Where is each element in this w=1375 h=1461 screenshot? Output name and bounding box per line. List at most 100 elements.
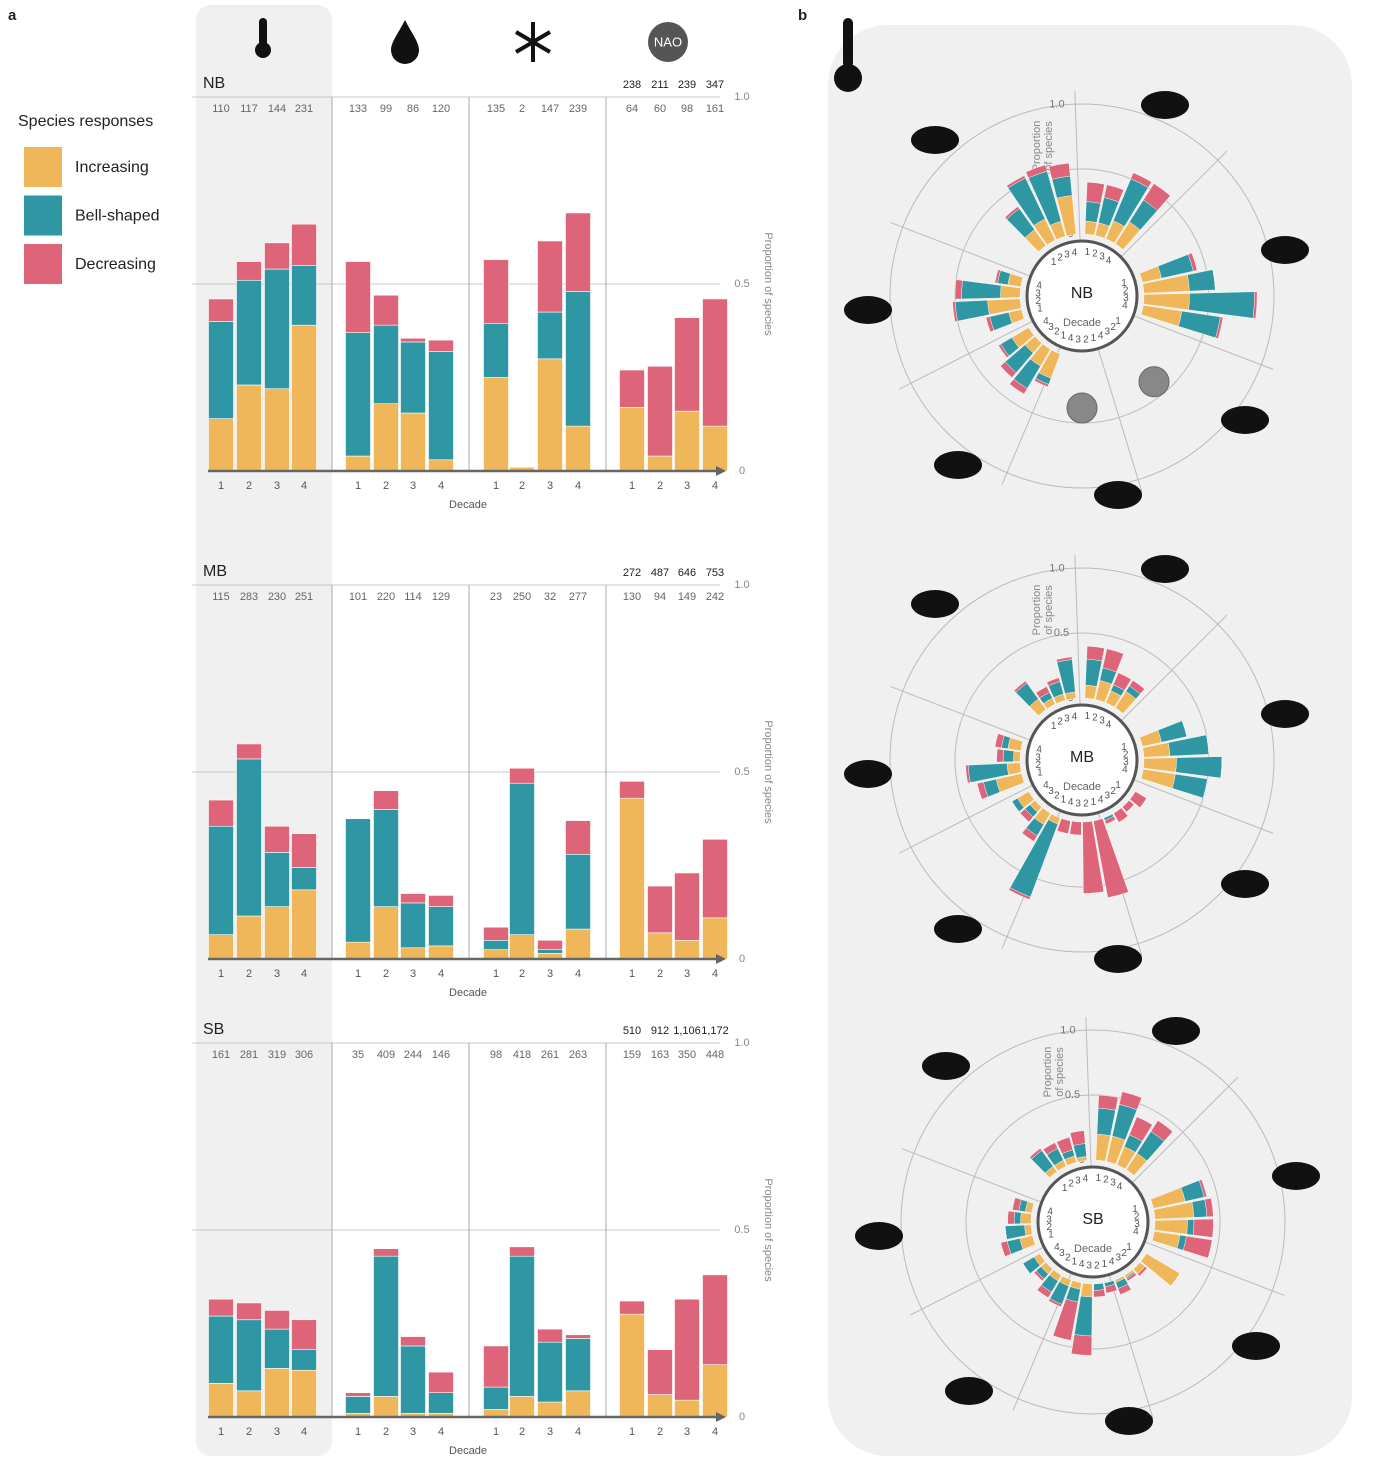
y-tick-label: 0 <box>739 1411 745 1423</box>
bar-segment <box>483 949 509 960</box>
count-label: 220 <box>377 591 395 603</box>
grid-circle <box>900 1029 1286 1415</box>
polar-bar-segment <box>1007 1210 1015 1225</box>
polar-x-label: Decade <box>1063 781 1101 793</box>
legend-label: Decreasing <box>75 256 156 273</box>
bar-segment <box>619 369 645 408</box>
bar-segment <box>509 767 535 784</box>
polar-bar-segment <box>998 343 1010 358</box>
decade-label: 4 <box>1122 301 1128 312</box>
polar-bar-segment <box>1036 1284 1052 1299</box>
x-tick-label: 3 <box>274 480 280 492</box>
taxon-icon <box>911 126 959 154</box>
bar-segment <box>373 790 399 810</box>
decade-label: 4 <box>1106 720 1112 731</box>
polar-bar-segment <box>1011 801 1020 812</box>
count-label: 32 <box>544 591 556 603</box>
polar-bar-segment <box>1002 749 1015 763</box>
total-label: 646 <box>678 567 696 579</box>
polar-bar-segment <box>1097 1094 1119 1111</box>
spoke <box>1132 1076 1239 1183</box>
count-label: 120 <box>432 103 450 115</box>
r-axis-label: Proportion <box>1042 1047 1054 1098</box>
hub <box>1036 1165 1150 1279</box>
x-tick-label: 2 <box>657 1426 663 1438</box>
polar-bar-segment <box>1104 1283 1118 1294</box>
polar-bar-segment <box>1093 818 1129 898</box>
x-tick-label: 3 <box>410 1426 416 1438</box>
bar-segment <box>208 321 234 419</box>
total-label: 1,106 <box>673 1025 701 1037</box>
bar-segment <box>236 758 262 917</box>
polar-bar-segment <box>1069 820 1082 836</box>
decade-label: 3 <box>1123 293 1129 304</box>
polar-bar-segment <box>1192 1218 1214 1238</box>
bar-segment <box>565 1334 591 1339</box>
r-tick-label: 0.5 <box>1054 627 1069 639</box>
x-tick-label: 1 <box>493 480 499 492</box>
bar-segment <box>565 820 591 855</box>
count-label: 129 <box>432 591 450 603</box>
polar-bar-segment <box>1029 1148 1043 1160</box>
x-tick-label: 2 <box>519 968 525 980</box>
polar-bar-segment <box>1019 808 1034 823</box>
x-tick-label: 3 <box>684 968 690 980</box>
x-tick-label: 1 <box>355 1426 361 1438</box>
decade-label: 3 <box>1035 752 1041 763</box>
total-label: 753 <box>706 567 724 579</box>
bar-segment <box>509 1246 535 1257</box>
count-label: 250 <box>513 591 531 603</box>
decade-label: 1 <box>1115 780 1121 791</box>
polar-bar-segment <box>1004 206 1020 220</box>
x-tick-label: 3 <box>410 480 416 492</box>
total-label: 239 <box>678 79 696 91</box>
spoke <box>1097 349 1143 493</box>
r-axis-label: of species <box>1043 585 1055 635</box>
decade-label: 2 <box>1054 791 1060 802</box>
x-tick-label: 3 <box>684 480 690 492</box>
count-label: 144 <box>268 103 286 115</box>
polar-bar-segment <box>1186 1219 1195 1236</box>
y-tick-label: 0.5 <box>734 278 749 290</box>
y-axis-label: Proportion of species <box>762 1178 774 1282</box>
spoke <box>1085 1017 1092 1167</box>
x-tick-label: 4 <box>575 968 581 980</box>
decade-label: 3 <box>1115 1253 1121 1264</box>
bar-segment <box>647 885 673 934</box>
polar-bar-segment <box>965 764 971 784</box>
bar-segment <box>373 324 399 404</box>
decade-label: 3 <box>1059 1248 1065 1259</box>
polar-bar-segment <box>1215 316 1224 339</box>
no-data-dot <box>1066 392 1098 424</box>
taxon-icon <box>1094 481 1142 509</box>
bar-segment <box>291 264 317 326</box>
bar-segment <box>208 418 234 472</box>
x-tick-label: 4 <box>575 480 581 492</box>
spoke <box>890 222 1030 277</box>
polar-bar-segment <box>1086 181 1105 204</box>
bar-segment <box>264 825 290 853</box>
taxon-icon <box>934 915 982 943</box>
polar-x-label: Decade <box>1063 317 1101 329</box>
taxon-icon <box>1221 870 1269 898</box>
bar-segment <box>236 1302 262 1321</box>
decade-label: 3 <box>1064 249 1070 260</box>
polar-bar-segment <box>954 279 963 300</box>
count-label: 242 <box>706 591 724 603</box>
x-tick-label: 4 <box>712 1426 718 1438</box>
polar-bar-segment <box>1119 1091 1142 1111</box>
count-label: 161 <box>706 103 724 115</box>
decade-label: 4 <box>1098 795 1104 806</box>
bar-segment <box>400 1345 426 1414</box>
spoke <box>1145 1241 1285 1296</box>
bar-segment <box>537 311 563 360</box>
count-label: 64 <box>626 103 638 115</box>
spoke <box>1074 555 1081 705</box>
r-axis-label: of species <box>1054 1047 1066 1097</box>
temperature-icon <box>255 18 271 58</box>
bar-segment <box>674 939 700 960</box>
y-tick-label: 1.0 <box>734 91 749 103</box>
polar-bar-segment <box>1113 672 1132 691</box>
decade-label: 2 <box>1092 249 1098 260</box>
count-label: 99 <box>380 103 392 115</box>
